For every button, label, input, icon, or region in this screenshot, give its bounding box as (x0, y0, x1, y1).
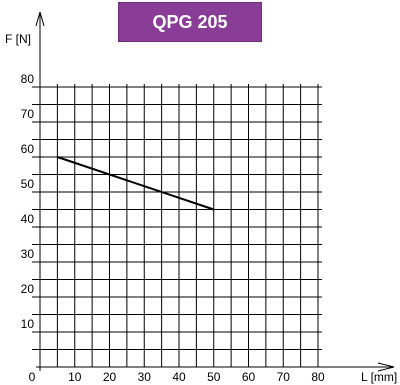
x-tick-label: 40 (172, 370, 186, 384)
x-tick-label: 10 (68, 370, 82, 384)
y-tick-label: 10 (21, 317, 35, 331)
x-tick-label: 30 (138, 370, 152, 384)
chart-grid (32, 84, 322, 367)
y-axis-label: F [N] (5, 32, 31, 46)
y-tick-label: 20 (21, 282, 35, 296)
y-tick-label: 70 (21, 107, 35, 121)
y-tick-label: 50 (21, 177, 35, 191)
x-axis-arrow (377, 362, 395, 372)
series-line (57, 156, 215, 211)
x-tick-label: 20 (103, 370, 117, 384)
x-tick-label: 50 (207, 370, 221, 384)
x-axis-label: L [mm] (361, 370, 397, 384)
chart-ticks: 0 10 20 30 40 50 60 70 80 10 20 30 40 50 60 70 80 (21, 72, 325, 384)
x-tick-label: 80 (311, 370, 325, 384)
chart-title-badge: QPG 205 (118, 2, 262, 42)
y-tick-label: 30 (21, 247, 35, 261)
y-tick-label: 60 (21, 142, 35, 156)
chart-series (57, 156, 215, 211)
y-tick-label: 80 (21, 72, 35, 86)
x-tick-label: 0 (29, 370, 36, 384)
y-axis-arrow (35, 11, 45, 27)
chart-axes (35, 11, 395, 372)
x-tick-label: 70 (277, 370, 291, 384)
x-tick-label: 60 (242, 370, 256, 384)
y-tick-label: 40 (21, 212, 35, 226)
